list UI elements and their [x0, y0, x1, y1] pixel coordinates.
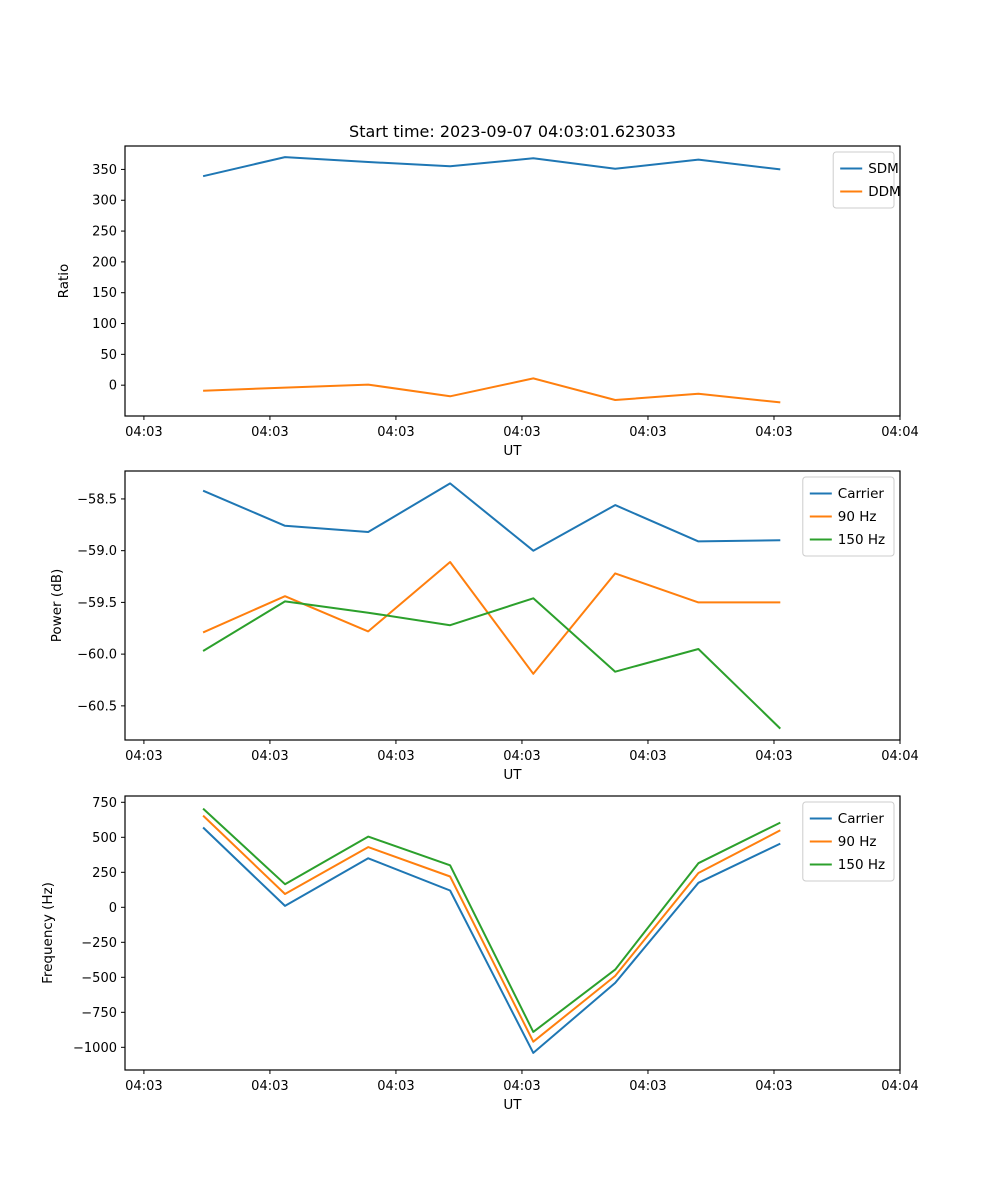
axes-frame: [124, 145, 901, 417]
y-axis-label: Power (dB): [49, 569, 65, 642]
y-tick-label: −59.0: [77, 544, 117, 559]
y-tick-label: 250: [92, 225, 117, 240]
y-tick-label: −60.5: [77, 699, 117, 714]
legend-entry-label: 150 Hz: [838, 857, 885, 873]
legend-entry-label: DDM: [868, 184, 900, 200]
x-tick-label: 04:04: [881, 1079, 918, 1094]
ratio-plot: Start time: 2023-09-07 04:03:01.623033 04…: [56, 122, 919, 459]
legend-entry-label: Carrier: [838, 811, 885, 827]
axes-frame: [124, 470, 901, 741]
y-tick-label: 200: [92, 255, 117, 270]
x-axis-label: UT: [503, 443, 522, 459]
y-tick-label: −250: [81, 936, 117, 951]
x-tick-label: 04:03: [629, 425, 666, 440]
x-tick-label: 04:03: [251, 749, 288, 764]
series-line-90-hz: [202, 814, 781, 1043]
y-tick-label: −60.0: [77, 648, 117, 663]
legend-entry-label: 90 Hz: [838, 834, 877, 850]
y-tick-label: 350: [92, 163, 117, 178]
y-tick-label: 50: [100, 348, 117, 363]
x-axis-label: UT: [503, 1097, 522, 1113]
series-line-carrier: [202, 826, 781, 1054]
frequency-plot: 04:03 04:03 04:03 04:03 04:03 04:03 04:04 750 50…: [40, 795, 919, 1113]
series-line-150-hz: [202, 807, 781, 1033]
x-tick-label: 04:03: [503, 425, 540, 440]
x-tick-label: 04:03: [629, 1079, 666, 1094]
y-tick-label: −59.5: [77, 596, 117, 611]
x-tick-label: 04:03: [377, 749, 414, 764]
legend-box: [832, 151, 895, 209]
x-tick-label: 04:03: [755, 425, 792, 440]
y-tick-label: 250: [92, 866, 117, 881]
y-tick-label: 0: [109, 901, 117, 916]
x-tick-label: 04:03: [755, 749, 792, 764]
y-tick-label: 0: [109, 379, 117, 394]
x-tick-label: 04:04: [881, 425, 918, 440]
legend: SDM DDM: [832, 151, 901, 209]
x-tick-label: 04:03: [629, 749, 666, 764]
y-tick-label: 100: [92, 317, 117, 332]
x-axis-label: UT: [503, 767, 522, 783]
axes-frame: [124, 795, 901, 1071]
legend-box: [802, 801, 895, 882]
legend-entry-label: 90 Hz: [838, 509, 877, 525]
y-axis-label: Frequency (Hz): [40, 882, 56, 984]
y-tick-label: −58.5: [77, 492, 117, 507]
x-tick-label: 04:03: [755, 1079, 792, 1094]
y-tick-label: 500: [92, 831, 117, 846]
y-tick-label: 300: [92, 194, 117, 209]
legend-box: [802, 476, 895, 557]
legend-entry-label: SDM: [868, 161, 899, 177]
x-tick-label: 04:03: [125, 425, 162, 440]
x-tick-label: 04:03: [125, 1079, 162, 1094]
legend: Carrier 90 Hz 150 Hz: [802, 476, 895, 557]
series-line-sdm: [202, 156, 781, 178]
series-line-ddm: [203, 377, 781, 404]
legend-entry-label: Carrier: [838, 486, 885, 502]
legend-entry-label: 150 Hz: [838, 532, 885, 548]
x-tick-label: 04:03: [503, 1079, 540, 1094]
x-tick-label: 04:03: [503, 749, 540, 764]
legend: Carrier 90 Hz 150 Hz: [802, 801, 895, 882]
series-line-90-hz: [202, 561, 781, 675]
x-tick-label: 04:03: [377, 425, 414, 440]
series-line-carrier: [202, 482, 781, 552]
y-tick-label: 750: [92, 796, 117, 811]
x-tick-label: 04:04: [881, 749, 918, 764]
x-tick-label: 04:03: [251, 1079, 288, 1094]
y-tick-label: −1000: [73, 1041, 117, 1056]
x-tick-label: 04:03: [251, 425, 288, 440]
y-tick-label: −750: [81, 1006, 117, 1021]
x-tick-label: 04:03: [377, 1079, 414, 1094]
y-tick-label: 150: [92, 286, 117, 301]
chart-title: Start time: 2023-09-07 04:03:01.623033: [349, 122, 676, 141]
power-plot: 04:03 04:03 04:03 04:03 04:03 04:03 04:04 −58.5…: [49, 470, 919, 783]
series-line-150-hz: [202, 597, 781, 730]
y-tick-label: −500: [81, 971, 117, 986]
x-tick-label: 04:03: [125, 749, 162, 764]
y-axis-label: Ratio: [56, 264, 72, 299]
